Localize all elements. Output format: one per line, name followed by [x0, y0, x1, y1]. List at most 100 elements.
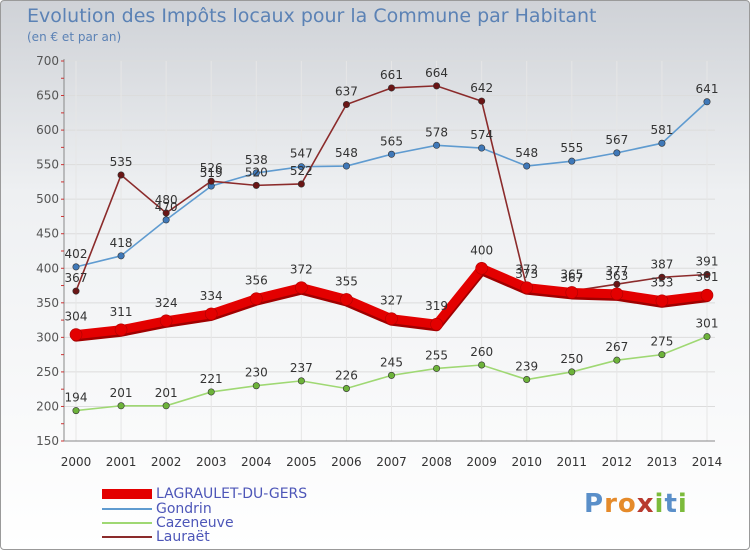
point-lagraulet-du-gers-2004	[249, 292, 263, 305]
x-tick-label-2009: 2009	[466, 455, 497, 469]
point-gondrin-2004	[252, 169, 260, 177]
x-tick-label-2000: 2000	[61, 455, 92, 469]
point-laura-t-2013	[658, 273, 666, 281]
point-gondrin-2007	[387, 150, 395, 158]
point-laura-t-2005	[297, 180, 305, 188]
data-label-lagraulet-du-gers-2009: 400	[470, 243, 493, 257]
point-lagraulet-du-gers-2003	[204, 307, 218, 321]
y-tick-label-300: 300	[36, 330, 59, 344]
data-label-lagraulet-du-gers-2012: 363	[605, 269, 628, 283]
data-label-laura-t-2013: 387	[650, 257, 673, 271]
x-tick-label-2010: 2010	[511, 455, 542, 469]
data-label-lagraulet-du-gers-2000: 304	[65, 310, 88, 324]
point-cazeneuve-2006	[342, 384, 350, 392]
data-label-cazeneuve-2003: 221	[200, 372, 223, 386]
point-gondrin-2009	[478, 144, 486, 152]
data-label-laura-t-2005: 522	[290, 164, 313, 178]
point-cazeneuve-2005	[297, 377, 305, 385]
data-label-cazeneuve-2012: 267	[605, 340, 628, 354]
point-lagraulet-du-gers-2002	[159, 314, 173, 328]
data-label-gondrin-2013: 581	[650, 123, 673, 137]
point-cazeneuve-2010	[523, 376, 531, 384]
x-tick-label-2008: 2008	[421, 455, 452, 469]
data-label-lagraulet-du-gers-2011: 365	[560, 267, 583, 281]
point-laura-t-2002	[162, 209, 170, 217]
data-label-laura-t-2009: 642	[470, 81, 493, 95]
data-label-lagraulet-du-gers-2014: 361	[696, 270, 719, 284]
logo-letter: P	[584, 489, 605, 519]
legend-swatch-lagraulet	[102, 489, 152, 499]
logo-letter: t	[664, 489, 678, 519]
y-tick-label-450: 450	[36, 227, 59, 241]
data-label-laura-t-2008: 664	[425, 66, 448, 80]
data-label-cazeneuve-2005: 237	[290, 361, 313, 375]
data-label-laura-t-2007: 661	[380, 68, 403, 82]
legend-item-lagraulet: LAGRAULET-DU-GERS	[102, 486, 307, 502]
data-label-lagraulet-du-gers-2010: 372	[515, 263, 538, 277]
y-tick-label-500: 500	[36, 192, 59, 206]
point-laura-t-2014	[703, 270, 711, 278]
point-cazeneuve-2008	[433, 364, 441, 372]
data-label-gondrin-2010: 548	[515, 146, 538, 160]
point-lagraulet-du-gers-2014	[700, 288, 714, 302]
point-cazeneuve-2001	[117, 402, 125, 410]
data-label-cazeneuve-2011: 250	[560, 352, 583, 366]
point-cazeneuve-2012	[613, 356, 621, 364]
x-tick-label-2013: 2013	[647, 455, 678, 469]
axes: 150 200 250 300 350 400 450 500 550 600 650 700 2000…	[36, 54, 722, 469]
point-gondrin-2013	[658, 139, 666, 147]
y-tick-label-350: 350	[36, 296, 59, 310]
data-label-laura-t-2003: 526	[200, 161, 223, 175]
data-label-cazeneuve-2007: 245	[380, 355, 403, 369]
point-laura-t-2007	[387, 84, 395, 92]
chart-subtitle: (en € et par an)	[27, 30, 122, 44]
legend-swatch-lauraet	[102, 536, 152, 538]
data-label-laura-t-2012: 377	[605, 264, 628, 278]
logo-letter: x	[636, 489, 655, 519]
y-tick-label-150: 150	[36, 434, 59, 448]
point-gondrin-2000	[72, 263, 80, 271]
point-gondrin-2002	[162, 216, 170, 224]
data-label-gondrin-2007: 565	[380, 134, 403, 148]
data-label-laura-t-2004: 520	[245, 165, 268, 179]
data-label-gondrin-2009: 574	[470, 128, 493, 142]
point-cazeneuve-2007	[387, 371, 395, 379]
data-label-gondrin-2008: 578	[425, 125, 448, 139]
y-tick-label-600: 600	[36, 123, 59, 137]
legend-swatch-gondrin	[102, 508, 152, 510]
point-lagraulet-du-gers-2005	[295, 281, 308, 294]
point-laura-t-2004	[252, 181, 260, 189]
x-tick-label-2014: 2014	[692, 455, 723, 469]
legend-label-lauraet: Lauraët	[156, 529, 210, 545]
data-label-lagraulet-du-gers-2001: 311	[110, 305, 133, 319]
data-label-gondrin-2006: 548	[335, 146, 358, 160]
data-label-lagraulet-du-gers-2002: 324	[155, 296, 178, 310]
data-label-lagraulet-du-gers-2013: 353	[650, 276, 673, 290]
legend-label-cazeneuve: Cazeneuve	[156, 515, 234, 531]
data-label-cazeneuve-2014: 301	[696, 317, 719, 331]
point-gondrin-2012	[613, 149, 621, 157]
data-label-cazeneuve-2009: 260	[470, 345, 493, 359]
point-cazeneuve-2009	[478, 361, 486, 369]
point-gondrin-2008	[433, 141, 441, 149]
y-tick-label-200: 200	[36, 399, 59, 413]
data-label-lagraulet-du-gers-2004: 356	[245, 274, 268, 288]
point-gondrin-2006	[342, 162, 350, 170]
data-label-cazeneuve-2002: 201	[155, 386, 178, 400]
y-tick-label-700: 700	[36, 54, 59, 68]
data-label-gondrin-2004: 538	[245, 153, 268, 167]
point-lagraulet-du-gers-2009	[475, 261, 488, 275]
x-tick-label-2004: 2004	[241, 455, 272, 469]
point-lagraulet-du-gers-2006	[340, 293, 353, 306]
point-laura-t-2001	[117, 171, 125, 179]
point-lagraulet-du-gers-2008	[430, 317, 443, 331]
point-gondrin-2014	[703, 98, 711, 106]
data-label-gondrin-2005: 547	[290, 147, 313, 161]
point-laura-t-2012	[613, 280, 621, 288]
x-tick-label-2007: 2007	[376, 455, 407, 469]
data-label-gondrin-2014: 641	[696, 82, 719, 96]
grid	[64, 60, 715, 442]
data-label-laura-t-2006: 637	[335, 85, 358, 99]
